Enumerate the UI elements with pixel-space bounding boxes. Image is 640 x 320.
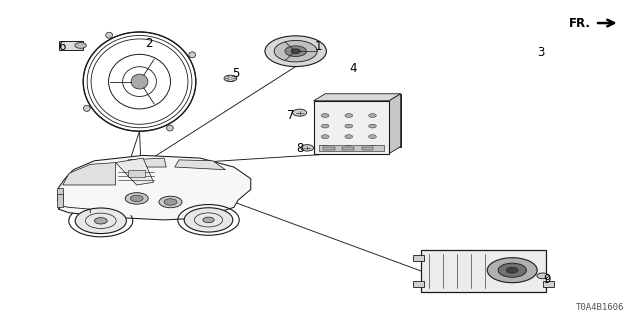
Ellipse shape xyxy=(285,46,307,57)
Circle shape xyxy=(203,217,214,223)
FancyBboxPatch shape xyxy=(421,250,546,292)
Text: 2: 2 xyxy=(145,37,152,50)
Circle shape xyxy=(321,135,329,139)
Circle shape xyxy=(131,195,143,202)
Ellipse shape xyxy=(166,125,173,131)
Ellipse shape xyxy=(291,49,300,53)
FancyBboxPatch shape xyxy=(59,41,83,50)
Circle shape xyxy=(164,199,177,205)
Circle shape xyxy=(75,43,86,48)
Text: FR.: FR. xyxy=(570,17,591,29)
Circle shape xyxy=(487,258,537,283)
Ellipse shape xyxy=(189,52,196,58)
Circle shape xyxy=(321,114,329,117)
Polygon shape xyxy=(116,158,154,185)
Text: T0A4B1606: T0A4B1606 xyxy=(575,303,624,312)
Circle shape xyxy=(369,124,376,128)
FancyBboxPatch shape xyxy=(323,147,335,150)
Text: 8: 8 xyxy=(296,142,303,155)
Polygon shape xyxy=(63,163,116,185)
Text: 9: 9 xyxy=(543,273,551,285)
Polygon shape xyxy=(175,160,225,170)
Ellipse shape xyxy=(83,105,90,111)
Circle shape xyxy=(94,218,107,224)
Text: 7: 7 xyxy=(287,109,295,122)
Circle shape xyxy=(345,145,353,149)
Polygon shape xyxy=(124,158,166,167)
Text: 4: 4 xyxy=(349,62,357,75)
Circle shape xyxy=(369,145,376,149)
Circle shape xyxy=(345,124,353,128)
Polygon shape xyxy=(128,170,145,177)
Ellipse shape xyxy=(274,40,317,62)
Ellipse shape xyxy=(106,32,113,38)
Text: 3: 3 xyxy=(537,46,545,59)
Circle shape xyxy=(537,273,548,279)
Circle shape xyxy=(76,208,126,234)
Ellipse shape xyxy=(265,36,326,67)
Polygon shape xyxy=(314,94,401,101)
Circle shape xyxy=(345,135,353,139)
Circle shape xyxy=(506,267,518,273)
FancyBboxPatch shape xyxy=(362,147,373,150)
FancyBboxPatch shape xyxy=(413,281,424,287)
Circle shape xyxy=(498,263,526,277)
Polygon shape xyxy=(58,156,251,220)
Circle shape xyxy=(159,196,182,208)
FancyBboxPatch shape xyxy=(543,281,554,287)
Circle shape xyxy=(321,124,329,128)
Circle shape xyxy=(292,109,307,116)
Circle shape xyxy=(345,114,353,117)
Bar xyxy=(57,188,63,200)
Bar xyxy=(319,145,384,151)
FancyBboxPatch shape xyxy=(342,147,354,150)
Polygon shape xyxy=(389,94,401,154)
Text: 6: 6 xyxy=(58,40,66,53)
Circle shape xyxy=(224,75,237,82)
Circle shape xyxy=(369,135,376,139)
FancyBboxPatch shape xyxy=(413,255,424,261)
FancyBboxPatch shape xyxy=(314,101,389,154)
Circle shape xyxy=(369,114,376,117)
Circle shape xyxy=(125,193,148,204)
Bar xyxy=(57,195,63,207)
Text: 5: 5 xyxy=(232,67,239,80)
Circle shape xyxy=(184,208,233,232)
Circle shape xyxy=(301,145,314,151)
Text: 1: 1 xyxy=(315,40,323,53)
Circle shape xyxy=(321,145,329,149)
Ellipse shape xyxy=(131,74,148,89)
